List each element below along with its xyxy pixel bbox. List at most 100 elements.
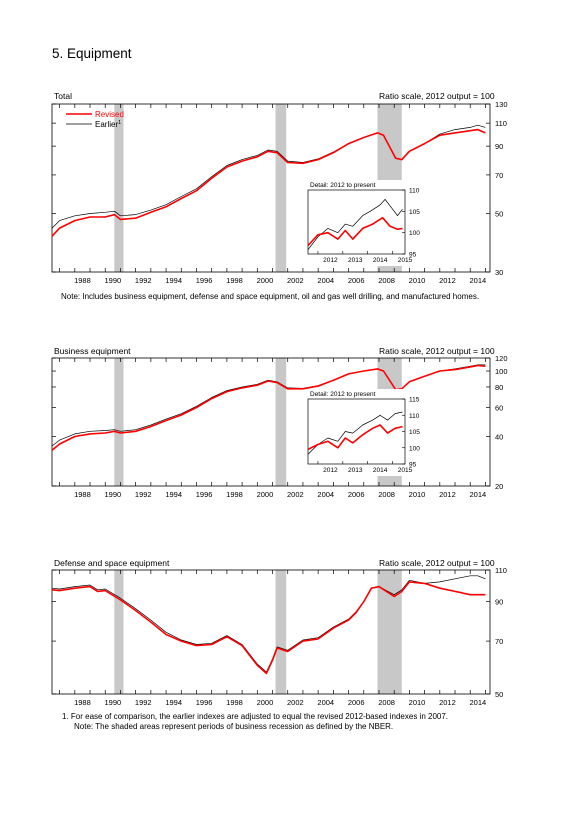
x-tick-label: 1994 <box>165 276 182 285</box>
inset-y-tick-label: 110 <box>409 188 420 195</box>
x-tick-label: 2004 <box>317 276 334 285</box>
y-tick-label: 130 <box>495 100 508 109</box>
recession-band <box>114 570 124 694</box>
inset-y-tick-label: 105 <box>409 429 420 436</box>
x-tick-label: 2014 <box>469 698 486 707</box>
inset-x-tick-label: 2014 <box>373 467 388 474</box>
y-tick-label: 30 <box>495 268 503 277</box>
x-tick-label: 2004 <box>317 490 334 499</box>
x-tick-label: 2010 <box>409 698 426 707</box>
x-tick-label: 1992 <box>135 698 152 707</box>
scale-label-business: Ratio scale, 2012 output = 100 <box>379 346 495 356</box>
x-tick-label: 2014 <box>469 276 486 285</box>
scale-label-total: Ratio scale, 2012 output = 100 <box>379 91 495 101</box>
x-tick-label: 2010 <box>409 276 426 285</box>
recession-band <box>114 358 124 486</box>
x-tick-label: 2000 <box>257 698 274 707</box>
x-tick-label: 1996 <box>196 490 213 499</box>
panel-title-defense: Defense and space equipment <box>54 558 170 568</box>
scale-label-defense: Ratio scale, 2012 output = 100 <box>379 558 495 568</box>
x-tick-label: 1994 <box>165 698 182 707</box>
inset-title: Detail: 2012 to present <box>310 182 376 189</box>
inset-y-tick-label: 100 <box>409 445 420 452</box>
recession-band <box>275 358 287 486</box>
x-tick-label: 1994 <box>165 490 182 499</box>
x-tick-label: 1992 <box>135 490 152 499</box>
x-tick-label: 1998 <box>226 490 243 499</box>
y-tick-label: 110 <box>495 119 507 128</box>
x-tick-label: 2008 <box>378 276 395 285</box>
y-tick-label: 120 <box>495 354 508 363</box>
inset-y-tick-label: 95 <box>409 252 417 259</box>
x-tick-label: 2002 <box>287 276 304 285</box>
y-tick-label: 50 <box>495 209 503 218</box>
x-tick-label: 2002 <box>287 698 304 707</box>
inset-y-tick-label: 105 <box>409 209 420 216</box>
page-title: 5. Equipment <box>52 46 132 61</box>
y-tick-label: 70 <box>495 171 503 180</box>
inset-series-revised <box>307 216 403 247</box>
x-tick-label: 1996 <box>196 276 213 285</box>
footnote: 1. For ease of comparison, the earlier i… <box>62 712 449 721</box>
x-tick-label: 1990 <box>104 698 121 707</box>
y-tick-label: 100 <box>495 367 508 376</box>
y-tick-label: 50 <box>495 690 503 699</box>
recession-band <box>114 104 124 272</box>
chart-defense: 1988 1990 1992 1994 1996 1998 2000 2002 2004 2006… <box>51 566 507 707</box>
x-tick-label: 2012 <box>439 276 456 285</box>
inset-x-tick-label: 2012 <box>323 257 338 264</box>
x-tick-label: 2002 <box>287 490 304 499</box>
inset-x-tick-label: 2014 <box>373 257 388 264</box>
x-tick-label: 2006 <box>348 490 365 499</box>
x-tick-label: 1996 <box>196 698 213 707</box>
y-tick-label: 70 <box>495 637 503 646</box>
x-tick-label: 2008 <box>378 490 395 499</box>
x-tick-label: 1988 <box>74 698 91 707</box>
plot-frame <box>51 103 491 273</box>
inset-background <box>306 180 431 266</box>
plot-frame <box>51 569 491 695</box>
x-tick-label: 2008 <box>378 698 395 707</box>
x-tick-label: 1998 <box>226 698 243 707</box>
inset-series-earlier <box>307 199 403 250</box>
y-tick-label: 90 <box>495 142 503 151</box>
inset-total: Detail: 2012 to present 95 100 105 110 2012 20… <box>306 180 431 266</box>
y-tick-label: 60 <box>495 404 503 413</box>
x-tick-label: 2012 <box>439 698 456 707</box>
y-tick-label: 110 <box>495 566 507 575</box>
inset-frame <box>307 189 406 255</box>
inset-background <box>306 389 431 476</box>
x-tick-label: 1998 <box>226 276 243 285</box>
inset-y-tick-label: 95 <box>409 462 417 469</box>
panel-title-total: Total <box>54 91 72 101</box>
x-tick-label: 2006 <box>348 698 365 707</box>
x-tick-label: 2014 <box>469 490 486 499</box>
series-revised <box>51 364 486 451</box>
inset-series-revised <box>307 424 403 451</box>
inset-x-tick-label: 2015 <box>398 257 413 264</box>
chart-total: 1988 1990 1992 1994 1996 1998 2000 2002 2004 2006… <box>51 100 508 285</box>
legend-label-earlier: Earlier1 <box>95 120 121 129</box>
inset-x-tick-label: 2015 <box>398 467 413 474</box>
x-tick-label: 1992 <box>135 276 152 285</box>
inset-x-tick-label: 2012 <box>323 467 338 474</box>
inset-title: Detail: 2012 to present <box>310 391 376 398</box>
inset-y-tick-label: 115 <box>409 397 420 404</box>
x-tick-label: 2010 <box>409 490 426 499</box>
recession-note: Note: The shaded areas represent periods… <box>74 722 394 731</box>
inset-y-tick-label: 100 <box>409 230 420 237</box>
legend-label-revised: Revised <box>95 110 124 119</box>
recession-band <box>275 570 287 694</box>
x-tick-label: 2012 <box>439 490 456 499</box>
inset-x-tick-label: 2013 <box>348 257 363 264</box>
inset-series-earlier <box>307 411 403 455</box>
total-note: Note: Includes business equipment, defen… <box>61 292 480 301</box>
recession-band <box>377 570 402 694</box>
x-tick-label: 2000 <box>257 490 274 499</box>
inset-x-tick-label: 2013 <box>348 467 363 474</box>
inset-y-tick-label: 110 <box>409 413 420 420</box>
plot-frame <box>51 357 491 487</box>
inset-business: Detail: 2012 to present 95 100 105 110 115 201… <box>306 389 431 476</box>
